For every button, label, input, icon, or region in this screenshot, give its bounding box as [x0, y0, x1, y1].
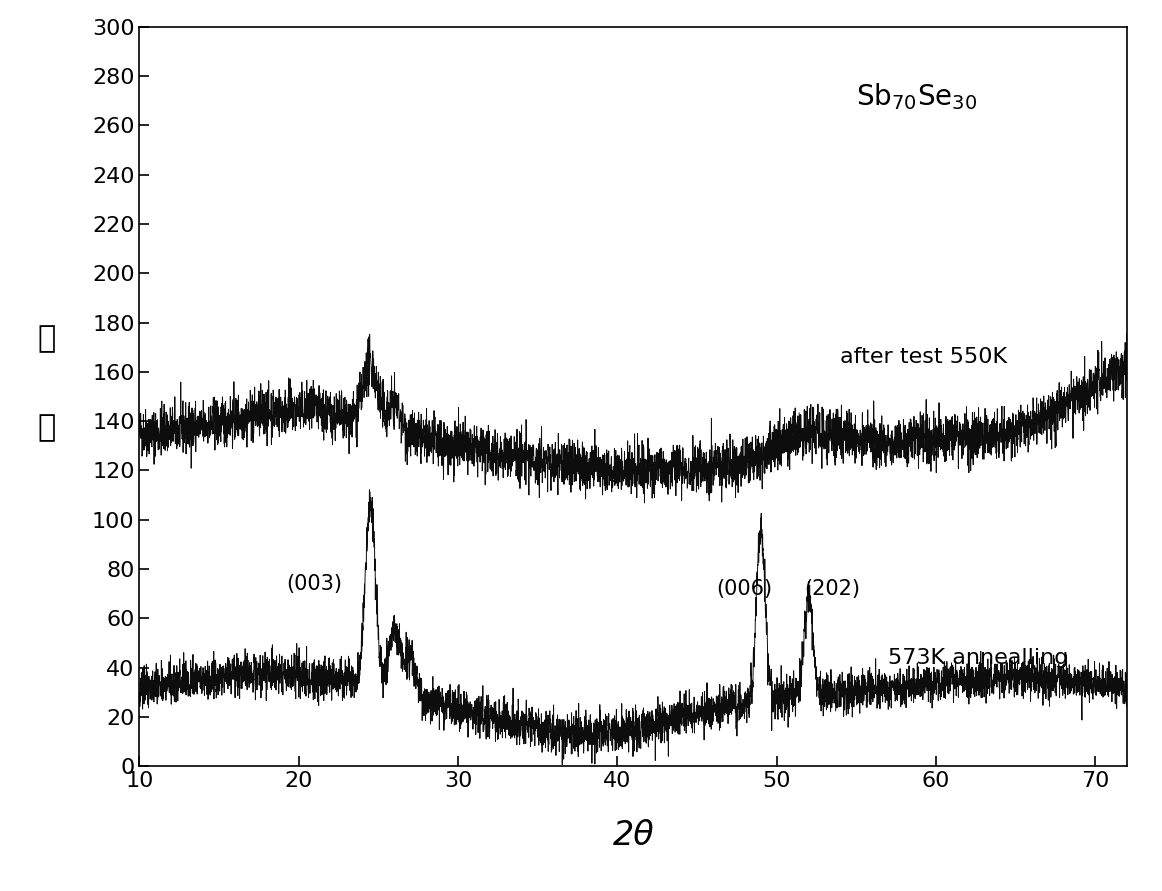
Text: 强: 强 [37, 413, 56, 442]
Text: Sb$_{70}$Se$_{30}$: Sb$_{70}$Se$_{30}$ [856, 81, 977, 111]
Text: (202): (202) [804, 578, 860, 599]
Text: (003): (003) [287, 574, 343, 593]
Text: 573K annealling: 573K annealling [888, 648, 1069, 668]
Text: (006): (006) [717, 578, 773, 599]
Text: after test 550K: after test 550K [840, 347, 1007, 367]
Text: 光: 光 [37, 324, 56, 353]
X-axis label: 2θ: 2θ [612, 819, 654, 852]
